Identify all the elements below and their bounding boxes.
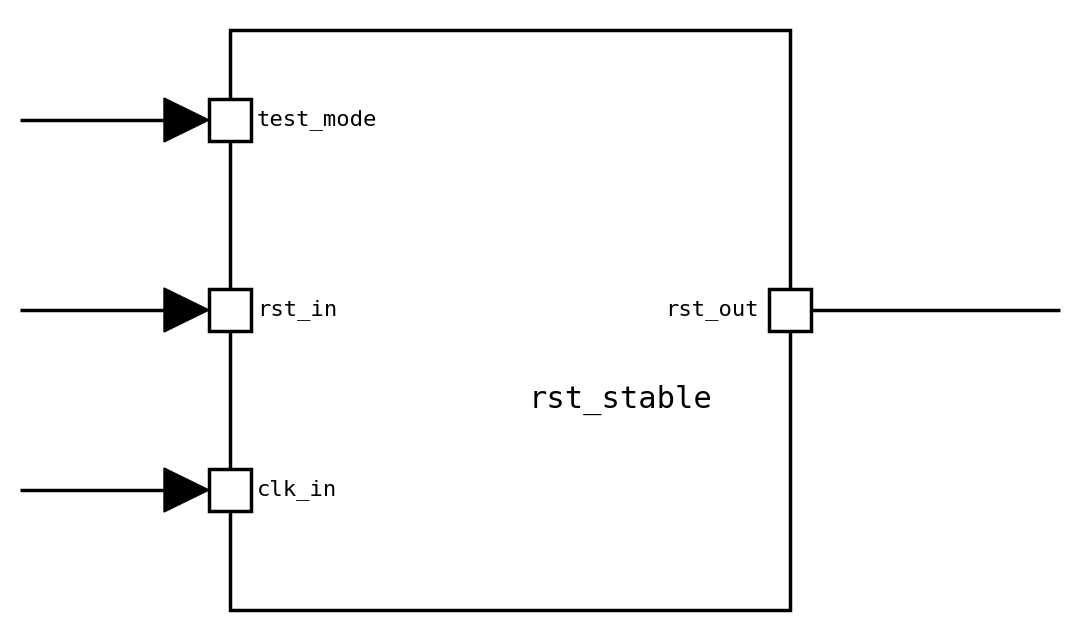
Bar (230, 30, 790, 610)
Polygon shape (164, 468, 209, 512)
Polygon shape (164, 288, 209, 332)
Text: rst_stable: rst_stable (528, 385, 712, 415)
Text: clk_in: clk_in (257, 479, 337, 501)
Text: test_mode: test_mode (257, 110, 378, 131)
Bar (209, 289, 251, 331)
Text: rst_out: rst_out (666, 300, 759, 320)
Bar (209, 469, 251, 511)
Bar (209, 99, 251, 141)
Polygon shape (164, 98, 209, 142)
Text: rst_in: rst_in (257, 299, 337, 320)
Bar (769, 289, 811, 331)
